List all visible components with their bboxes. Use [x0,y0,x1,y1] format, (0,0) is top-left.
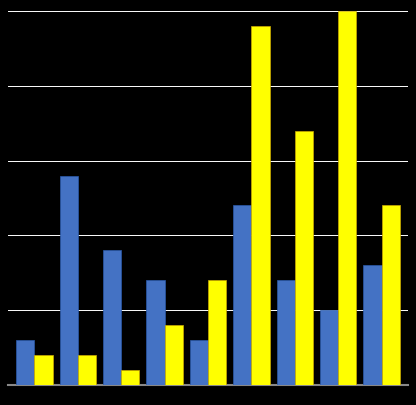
Bar [338,12,357,385]
Bar [59,176,78,385]
Bar [295,131,313,385]
Bar [320,310,338,385]
Bar [103,251,121,385]
Bar [121,370,139,385]
Bar [277,280,295,385]
Bar [190,340,208,385]
Bar [208,280,226,385]
Bar [146,280,165,385]
Bar [78,355,96,385]
Bar [35,355,52,385]
Bar [233,206,251,385]
Bar [165,325,183,385]
Bar [364,266,381,385]
Bar [381,206,400,385]
Bar [251,27,270,385]
Bar [16,340,35,385]
